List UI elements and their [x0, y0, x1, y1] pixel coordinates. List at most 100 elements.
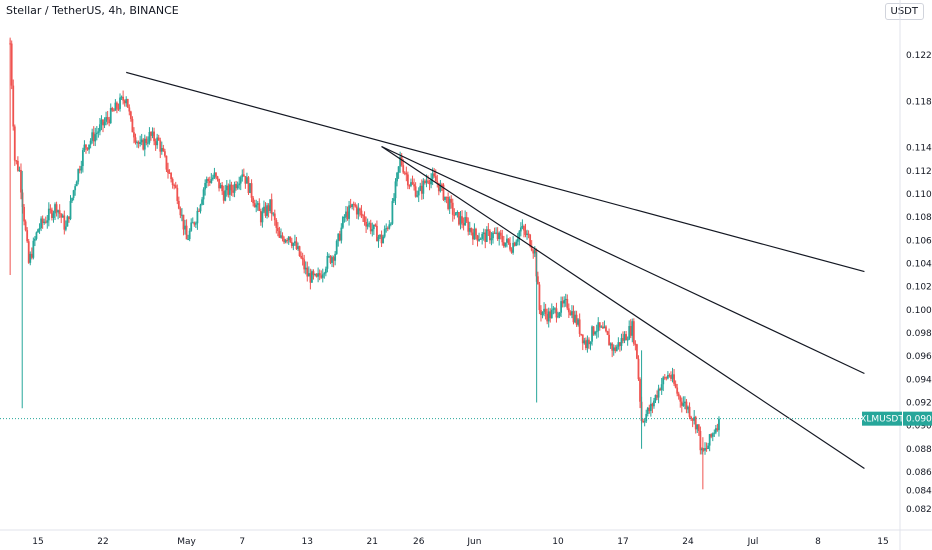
candle-body — [275, 220, 278, 228]
candle-body — [682, 403, 685, 406]
candle-body — [168, 172, 171, 174]
candle-body — [467, 221, 470, 232]
candle-body — [61, 215, 64, 218]
candle-body — [40, 218, 42, 229]
candle-body — [540, 310, 542, 316]
candle-body — [639, 379, 641, 402]
candle-body — [451, 202, 454, 215]
candle-body — [109, 108, 112, 123]
candle-body — [97, 131, 100, 133]
trendline[interactable] — [381, 145, 865, 375]
candle-body — [442, 184, 445, 200]
candle-body — [600, 326, 603, 328]
candle-body — [549, 311, 552, 319]
candle-body — [105, 117, 107, 122]
candle-body — [230, 184, 233, 191]
candle-body — [300, 255, 302, 258]
currency-button[interactable]: USDT — [884, 3, 924, 20]
candle-body — [495, 232, 497, 234]
candle-body — [687, 406, 689, 410]
candle-body — [389, 223, 392, 225]
candle-body — [233, 184, 236, 193]
candle-body — [146, 142, 149, 144]
candle-body — [106, 117, 109, 120]
candle-body — [516, 238, 519, 242]
candle-body — [38, 228, 41, 230]
candle-body — [685, 401, 688, 410]
candle-body — [284, 240, 287, 243]
candle-body — [329, 255, 332, 263]
candle-body — [391, 201, 394, 224]
x-axis[interactable]: 15 22 May 7 13 21 26 Jun 10 17 24 Jul 8 15 — [32, 537, 888, 547]
candle-body — [611, 343, 614, 351]
candle-body — [23, 206, 25, 222]
candle-body — [295, 241, 298, 249]
candle-body — [623, 334, 626, 341]
x-tick-label: 22 — [97, 537, 108, 547]
candle-body — [405, 172, 408, 175]
x-tick-label: May — [177, 537, 196, 547]
candle-body — [112, 110, 115, 112]
candle-body — [74, 186, 77, 191]
candle-body — [371, 229, 374, 232]
trendlines[interactable] — [126, 71, 865, 469]
candle-body — [71, 197, 73, 201]
candle-body — [162, 147, 165, 152]
candle-body — [509, 242, 511, 250]
candle-body — [136, 142, 138, 144]
candle-body — [345, 211, 347, 218]
candle-body — [619, 342, 621, 346]
candle-body — [343, 217, 346, 219]
candle-body — [10, 43, 13, 86]
candle-body — [24, 221, 27, 231]
candle-body — [83, 144, 86, 151]
trendline[interactable] — [381, 145, 865, 469]
candle-body — [657, 388, 660, 398]
candle-body — [157, 137, 160, 141]
candle-body — [145, 138, 148, 144]
candle-body — [64, 226, 67, 230]
candle-body — [133, 132, 135, 138]
trendline[interactable] — [126, 71, 865, 273]
candle-body — [462, 223, 465, 226]
candle-body — [315, 274, 318, 277]
candle-body — [420, 185, 423, 194]
candle-body — [129, 111, 132, 119]
candle-body — [164, 151, 166, 156]
candle-body — [244, 176, 247, 184]
candle-body — [417, 190, 420, 196]
candle-body — [289, 236, 292, 242]
candle-body — [365, 221, 367, 227]
candle-body — [63, 215, 66, 230]
candle-body — [37, 229, 39, 233]
candle-body — [684, 401, 686, 404]
candle-body — [493, 232, 496, 234]
candle-body — [340, 227, 343, 241]
candle-body — [646, 407, 649, 414]
candle-body — [632, 321, 635, 344]
candle-body — [137, 142, 140, 144]
candle-body — [250, 183, 253, 198]
candle-body — [357, 208, 360, 215]
candle-body — [46, 220, 49, 223]
candle-body — [264, 206, 267, 216]
candle-body — [478, 239, 480, 241]
candle-body — [536, 276, 539, 285]
candle-body — [201, 199, 203, 205]
candle-body — [396, 172, 398, 182]
candle-body — [532, 250, 535, 254]
candle-body — [68, 216, 70, 220]
candle-body — [120, 96, 123, 98]
candle-body — [649, 403, 652, 412]
candle-body — [261, 211, 264, 223]
candle-body — [27, 241, 30, 263]
candle-body — [193, 222, 196, 225]
candle-body — [481, 233, 484, 239]
candle-body — [58, 210, 61, 214]
